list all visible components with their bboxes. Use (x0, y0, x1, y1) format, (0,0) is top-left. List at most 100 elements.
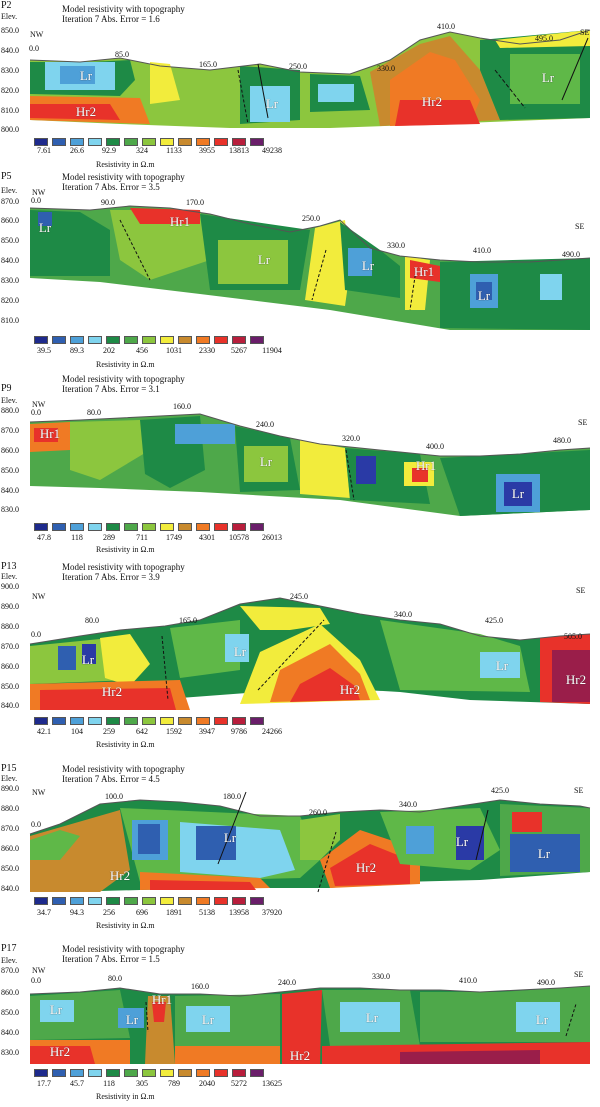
distance-tick: 245.0 (290, 592, 308, 601)
color-swatch (250, 336, 264, 344)
distance-tick: 0.0 (31, 196, 41, 205)
model-title: Model resistivity with topography (62, 4, 185, 14)
color-swatch (34, 523, 48, 531)
color-swatch (124, 336, 138, 344)
color-swatch (160, 138, 174, 146)
profile-name: P15 (1, 763, 17, 774)
elev-tick: 850.0 (1, 236, 19, 245)
scale-value: 26013 (262, 533, 282, 542)
color-swatch (160, 717, 174, 725)
color-swatch (142, 1069, 156, 1077)
color-swatch (196, 138, 210, 146)
scale-value: 39.5 (37, 346, 51, 355)
scale-value: 2040 (199, 1079, 215, 1088)
elev-tick: 870.0 (1, 426, 19, 435)
color-scale (34, 523, 264, 531)
color-swatch (178, 717, 192, 725)
color-swatch (250, 717, 264, 725)
scale-value: 1031 (166, 346, 182, 355)
elev-tick: 810.0 (1, 316, 19, 325)
elev-tick: 850.0 (1, 466, 19, 475)
color-swatch (106, 523, 120, 531)
color-swatch (70, 1069, 84, 1077)
nw-label: NW (32, 400, 46, 409)
distance-tick: 165.0 (199, 60, 217, 69)
se-label: SE (574, 786, 584, 795)
color-swatch (124, 897, 138, 905)
color-scale (34, 1069, 264, 1077)
label-lr: Lr (38, 220, 52, 235)
elev-tick: 830.0 (1, 66, 19, 75)
distance-tick: 80.0 (85, 616, 99, 625)
nw-label: NW (32, 788, 46, 797)
color-scale (34, 336, 264, 344)
distance-tick: 340.0 (399, 800, 417, 809)
resistivity-section-p9 (29, 413, 591, 516)
color-swatch (106, 336, 120, 344)
color-swatch (124, 138, 138, 146)
color-swatch (196, 1069, 210, 1077)
color-swatch (250, 138, 264, 146)
label-lr: Lr (201, 1012, 215, 1027)
elev-tick: 850.0 (1, 26, 19, 35)
elev-tick: 900.0 (1, 582, 19, 591)
elev-tick: 820.0 (1, 86, 19, 95)
profile-p5: P5 Model resistivity with topography Ite… (0, 170, 600, 375)
model-title: Model resistivity with topography (62, 172, 185, 182)
color-swatch (178, 1069, 192, 1077)
nw-label: NW (30, 30, 44, 39)
label-lr: Lr (537, 846, 551, 861)
color-swatch (250, 1069, 264, 1077)
se-label: SE (578, 418, 588, 427)
se-label: SE (574, 970, 584, 979)
nw-label: NW (32, 966, 46, 975)
resistivity-section-p17 (29, 985, 591, 1064)
distance-tick: 410.0 (437, 22, 455, 31)
elev-tick: 820.0 (1, 296, 19, 305)
color-swatch (142, 138, 156, 146)
unit-label: Resistivity in Ω.m (96, 160, 155, 169)
scale-value: 26.6 (70, 146, 84, 155)
label-lr: Lr (511, 486, 525, 501)
color-swatch (88, 717, 102, 725)
scale-value: 256 (103, 908, 115, 917)
color-swatch (70, 897, 84, 905)
se-label: SE (575, 222, 585, 231)
elev-tick: 840.0 (1, 1028, 19, 1037)
distance-tick: 250.0 (289, 62, 307, 71)
elev-tick: 870.0 (1, 197, 19, 206)
resistivity-section-p13 (29, 597, 591, 710)
scale-value: 11904 (262, 346, 282, 355)
color-swatch (106, 897, 120, 905)
profile-name: P17 (1, 943, 17, 954)
elev-tick: 860.0 (1, 662, 19, 671)
color-swatch (214, 138, 228, 146)
distance-tick: 240.0 (256, 420, 274, 429)
scale-value: 13625 (262, 1079, 282, 1088)
label-hr2: Hr2 (339, 682, 361, 697)
label-lr: Lr (365, 1010, 379, 1025)
color-swatch (70, 336, 84, 344)
elev-tick: 860.0 (1, 844, 19, 853)
distance-tick: 180.0 (223, 792, 241, 801)
elev-label: Elev. (1, 396, 18, 405)
color-swatch (142, 336, 156, 344)
label-lr: Lr (125, 1012, 139, 1027)
scale-values: 39.5 89.3 202 456 1031 2330 5267 11904 (0, 346, 600, 356)
distance-tick: 260.0 (309, 808, 327, 817)
distance-tick: 80.0 (87, 408, 101, 417)
distance-tick: 490.0 (537, 978, 555, 987)
unit-label: Resistivity in Ω.m (96, 545, 155, 554)
unit-label: Resistivity in Ω.m (96, 1092, 155, 1101)
label-hr1: Hr1 (39, 426, 61, 441)
color-swatch (34, 897, 48, 905)
profile-name: P9 (1, 383, 12, 394)
label-lr: Lr (49, 1002, 63, 1017)
label-hr2: Hr2 (109, 868, 131, 883)
elev-tick: 800.0 (1, 125, 19, 134)
scale-value: 13958 (229, 908, 249, 917)
scale-value: 24266 (262, 727, 282, 736)
elev-tick: 860.0 (1, 216, 19, 225)
color-swatch (52, 336, 66, 344)
color-swatch (52, 138, 66, 146)
